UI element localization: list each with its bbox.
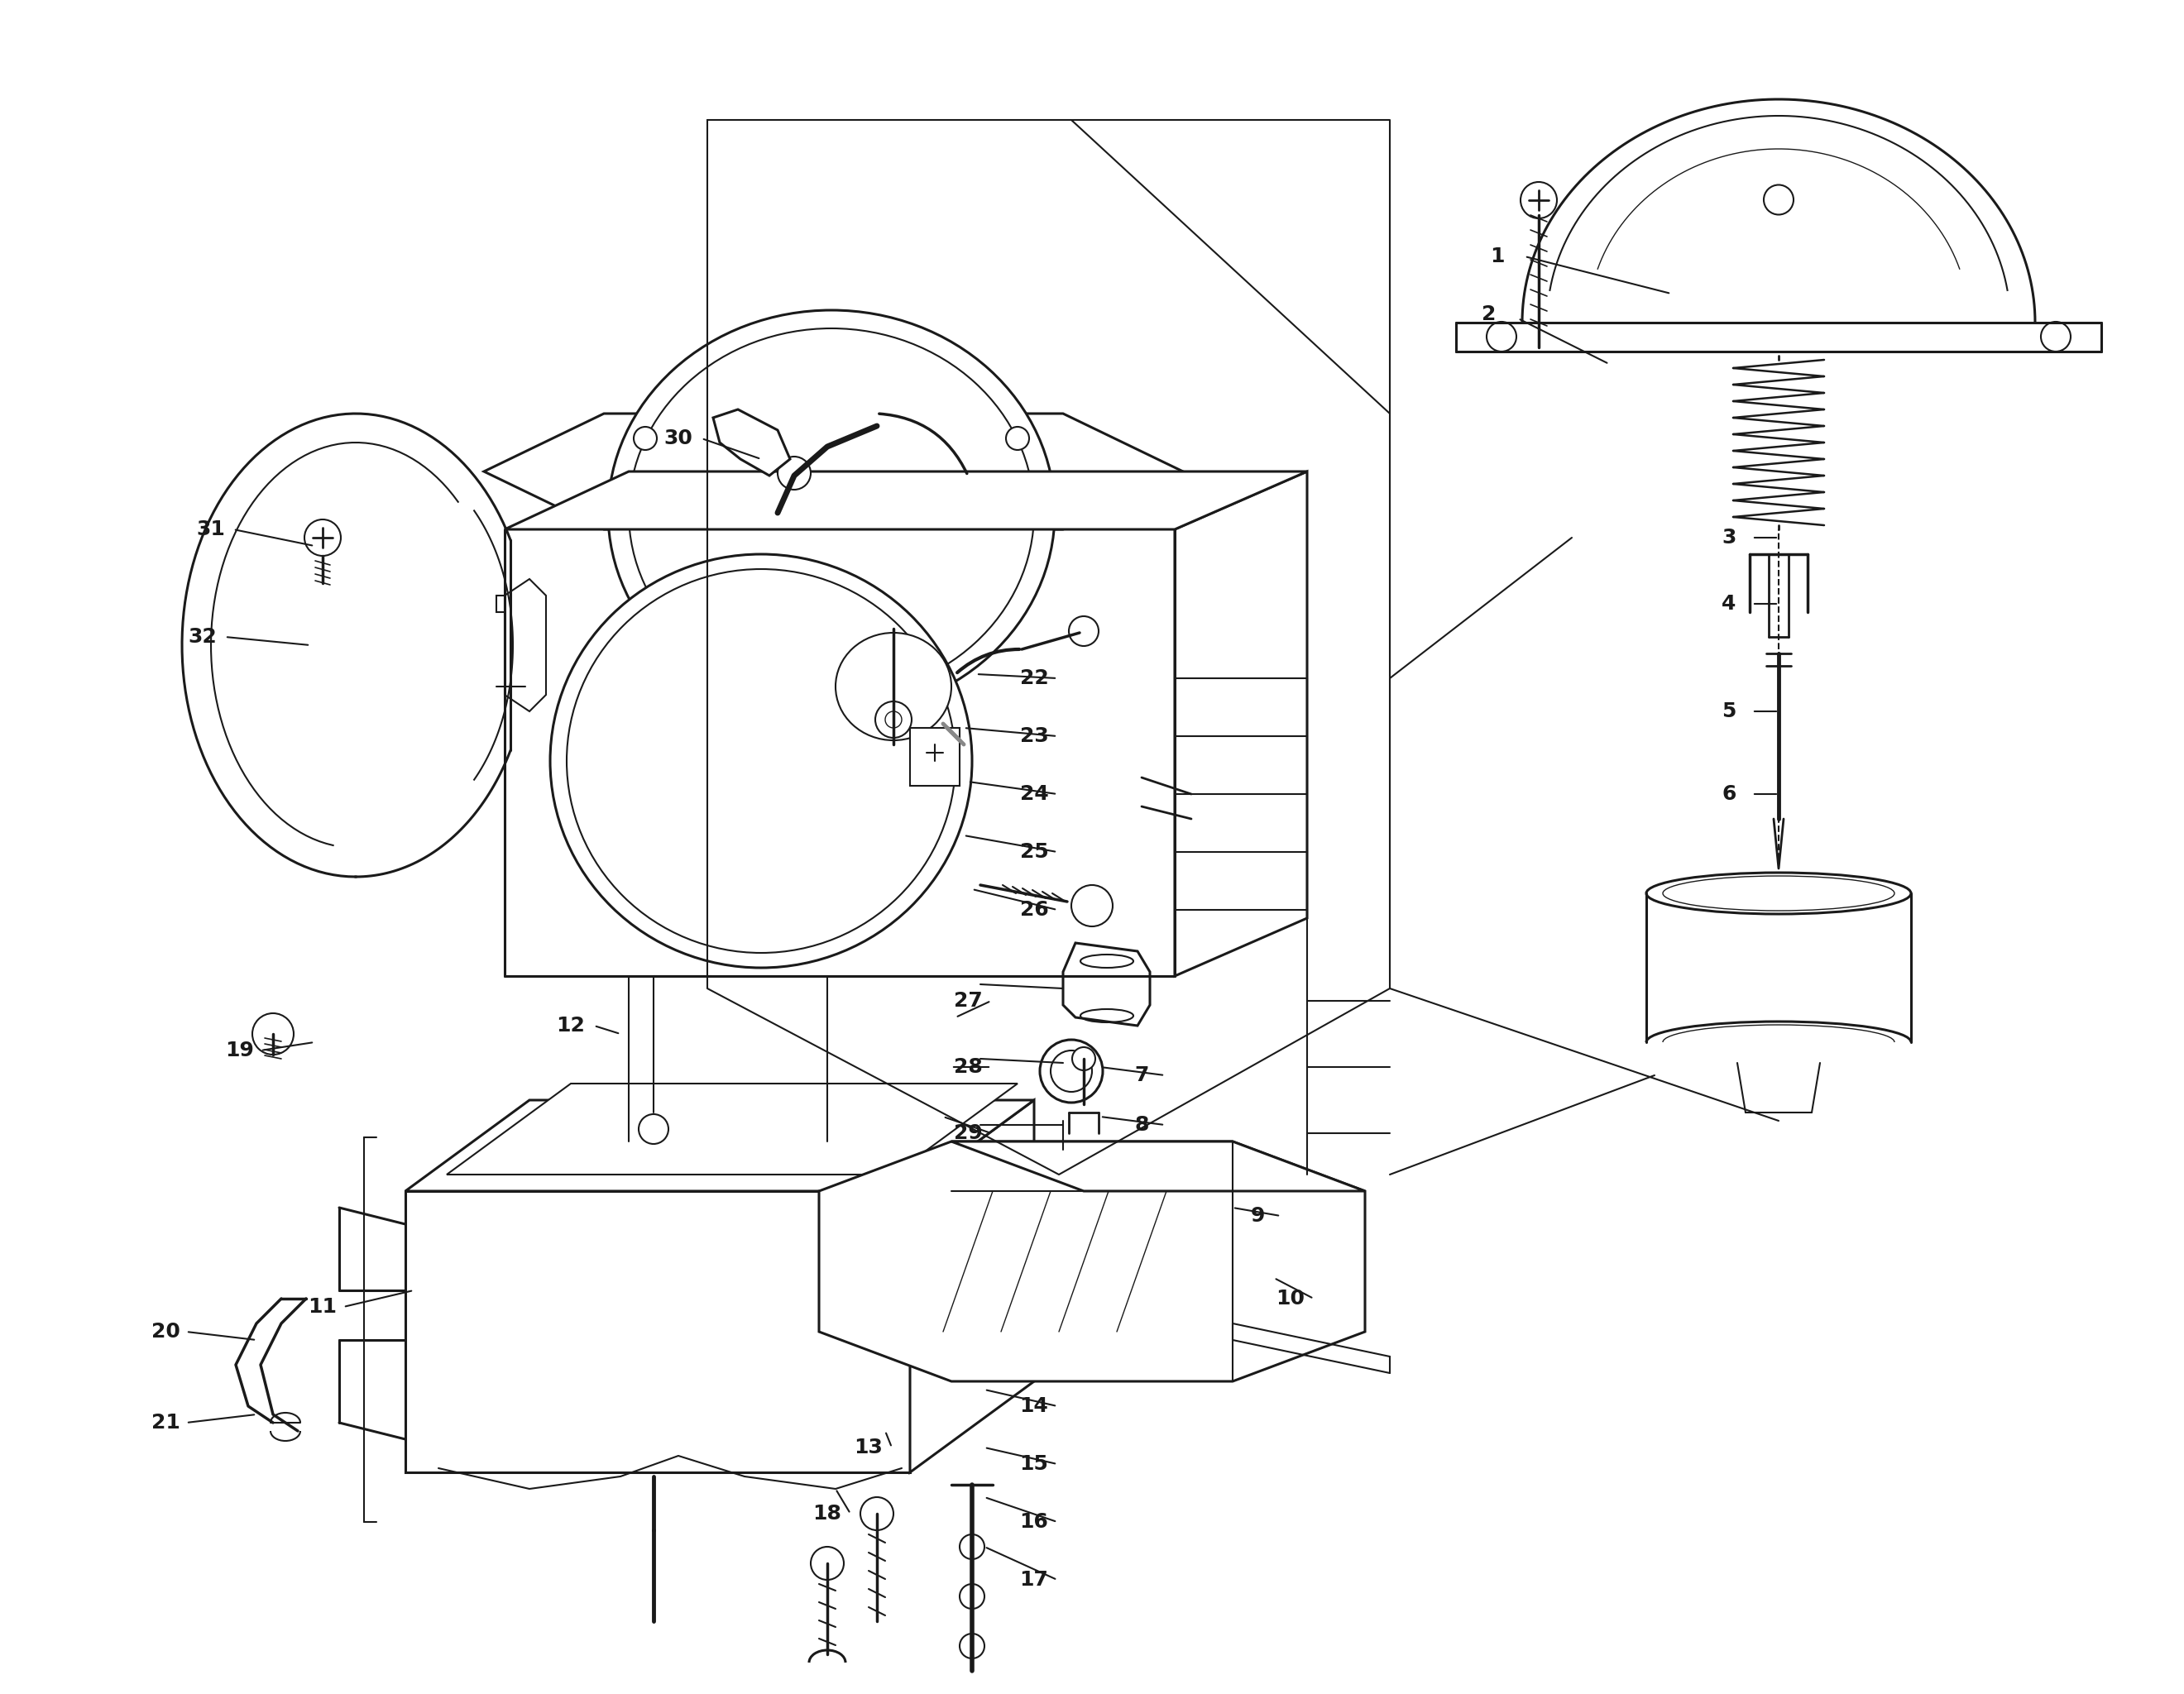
Text: 5: 5: [1721, 701, 1736, 722]
Text: 15: 15: [1020, 1453, 1048, 1474]
Circle shape: [810, 1547, 843, 1581]
Circle shape: [304, 520, 341, 556]
Text: 18: 18: [812, 1504, 841, 1523]
Circle shape: [1487, 322, 1516, 352]
Text: 16: 16: [1020, 1513, 1048, 1531]
Circle shape: [253, 1013, 293, 1055]
Polygon shape: [714, 410, 791, 476]
Text: 14: 14: [1020, 1396, 1048, 1416]
Text: 25: 25: [1020, 842, 1048, 862]
Text: 6: 6: [1721, 784, 1736, 805]
Circle shape: [876, 701, 911, 739]
Circle shape: [633, 493, 657, 517]
Text: 4: 4: [1721, 595, 1736, 613]
Circle shape: [959, 1633, 985, 1658]
Circle shape: [633, 427, 657, 451]
Polygon shape: [496, 596, 526, 612]
Polygon shape: [406, 1099, 1033, 1191]
Text: 28: 28: [954, 1057, 983, 1077]
Polygon shape: [911, 1099, 1033, 1472]
Polygon shape: [505, 471, 1306, 529]
Text: 3: 3: [1721, 529, 1736, 547]
Text: 17: 17: [1020, 1570, 1048, 1589]
Circle shape: [1007, 427, 1029, 451]
Polygon shape: [406, 1191, 911, 1472]
Text: 24: 24: [1020, 784, 1048, 805]
Circle shape: [1068, 617, 1099, 645]
Polygon shape: [911, 728, 959, 786]
Text: 2: 2: [1483, 305, 1496, 324]
Circle shape: [778, 457, 810, 490]
Circle shape: [959, 1535, 985, 1558]
Text: 19: 19: [225, 1040, 253, 1060]
Circle shape: [1007, 493, 1029, 517]
Polygon shape: [819, 1142, 1365, 1381]
Polygon shape: [448, 1084, 1018, 1174]
Text: 30: 30: [664, 429, 692, 449]
Text: 12: 12: [557, 1016, 585, 1035]
Ellipse shape: [1647, 872, 1911, 915]
Circle shape: [1040, 1040, 1103, 1103]
Text: 1: 1: [1489, 247, 1505, 266]
Ellipse shape: [550, 554, 972, 967]
Text: 20: 20: [151, 1321, 179, 1342]
Text: 21: 21: [151, 1413, 179, 1433]
Polygon shape: [485, 413, 1184, 529]
Text: 23: 23: [1020, 727, 1048, 745]
Circle shape: [1072, 884, 1112, 927]
Circle shape: [1520, 181, 1557, 219]
Text: 8: 8: [1133, 1115, 1149, 1135]
Text: 11: 11: [308, 1298, 336, 1316]
Text: 29: 29: [954, 1123, 983, 1143]
Text: 26: 26: [1020, 900, 1048, 920]
Polygon shape: [1175, 471, 1306, 976]
Circle shape: [2040, 322, 2070, 352]
Text: 32: 32: [188, 627, 216, 647]
Ellipse shape: [836, 634, 952, 740]
Text: 27: 27: [954, 991, 983, 1011]
Text: 31: 31: [197, 520, 225, 539]
Polygon shape: [505, 579, 546, 711]
Ellipse shape: [607, 310, 1055, 715]
Circle shape: [959, 1584, 985, 1609]
Text: 7: 7: [1133, 1066, 1149, 1086]
Text: 22: 22: [1020, 669, 1048, 688]
Polygon shape: [952, 1142, 1365, 1191]
Circle shape: [1765, 185, 1793, 215]
Text: 13: 13: [854, 1438, 882, 1457]
Circle shape: [638, 1115, 668, 1143]
Text: 9: 9: [1249, 1206, 1265, 1226]
Circle shape: [1072, 1047, 1096, 1071]
Circle shape: [860, 1497, 893, 1530]
Circle shape: [885, 711, 902, 728]
Text: 10: 10: [1275, 1289, 1306, 1308]
Polygon shape: [1064, 944, 1151, 1025]
